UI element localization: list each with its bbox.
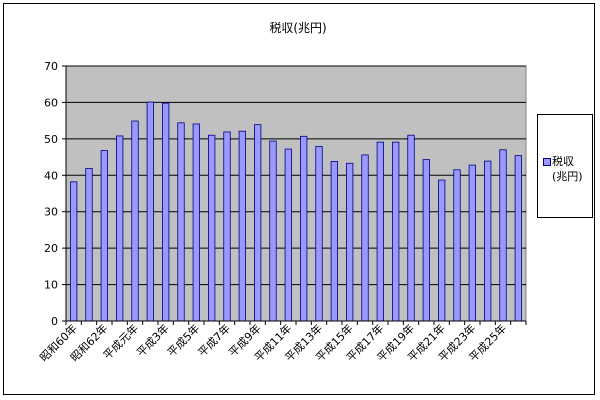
bar [238,130,246,322]
bar [146,101,154,322]
x-tick-label: 平成7年 [195,321,233,359]
bar [300,135,308,322]
y-tick-label: 20 [44,242,58,255]
bar [422,159,430,322]
x-tick-label: 平成5年 [164,321,202,359]
plot-area [65,65,527,322]
bar [100,150,108,322]
x-axis: 昭和60年昭和62年平成元年平成3年平成5年平成7年平成9年平成11年平成13年… [37,320,527,364]
y-tick-label: 50 [44,133,58,146]
bar [192,123,200,322]
x-tick-label: 平成3年 [134,321,172,359]
bar [453,169,461,322]
bar [438,179,446,322]
bar [346,162,354,322]
chart-title: 税収(兆円) [269,21,326,35]
bar [361,154,369,322]
bar [284,148,292,322]
bar [330,161,338,322]
bar [162,102,170,322]
bar [85,167,93,322]
legend-label-unit: (兆円) [552,170,583,183]
bar [407,134,415,322]
bar [484,160,492,322]
legend-label: 税収 [552,155,574,168]
plot-background [65,65,527,322]
bar [468,164,476,322]
y-axis: 0 10 20 30 40 50 60 70 [44,60,67,328]
y-tick-label: 0 [51,315,58,328]
y-tick-label: 60 [44,96,58,109]
bar [499,149,507,322]
bar [223,131,231,322]
bar [254,124,262,322]
y-tick-label: 40 [44,169,58,182]
y-tick-label: 70 [44,60,58,73]
bar [208,134,216,322]
bar [131,120,139,322]
bar [70,181,78,322]
bar [177,122,185,322]
bar [315,146,323,322]
legend: 税収 (兆円) [537,114,593,218]
bar [116,135,124,322]
bar [376,141,384,322]
y-tick-label: 30 [44,206,58,219]
bar [392,141,400,322]
y-tick-label: 10 [44,279,58,292]
bar [269,140,277,322]
legend-swatch [543,158,551,166]
bar [514,155,522,322]
